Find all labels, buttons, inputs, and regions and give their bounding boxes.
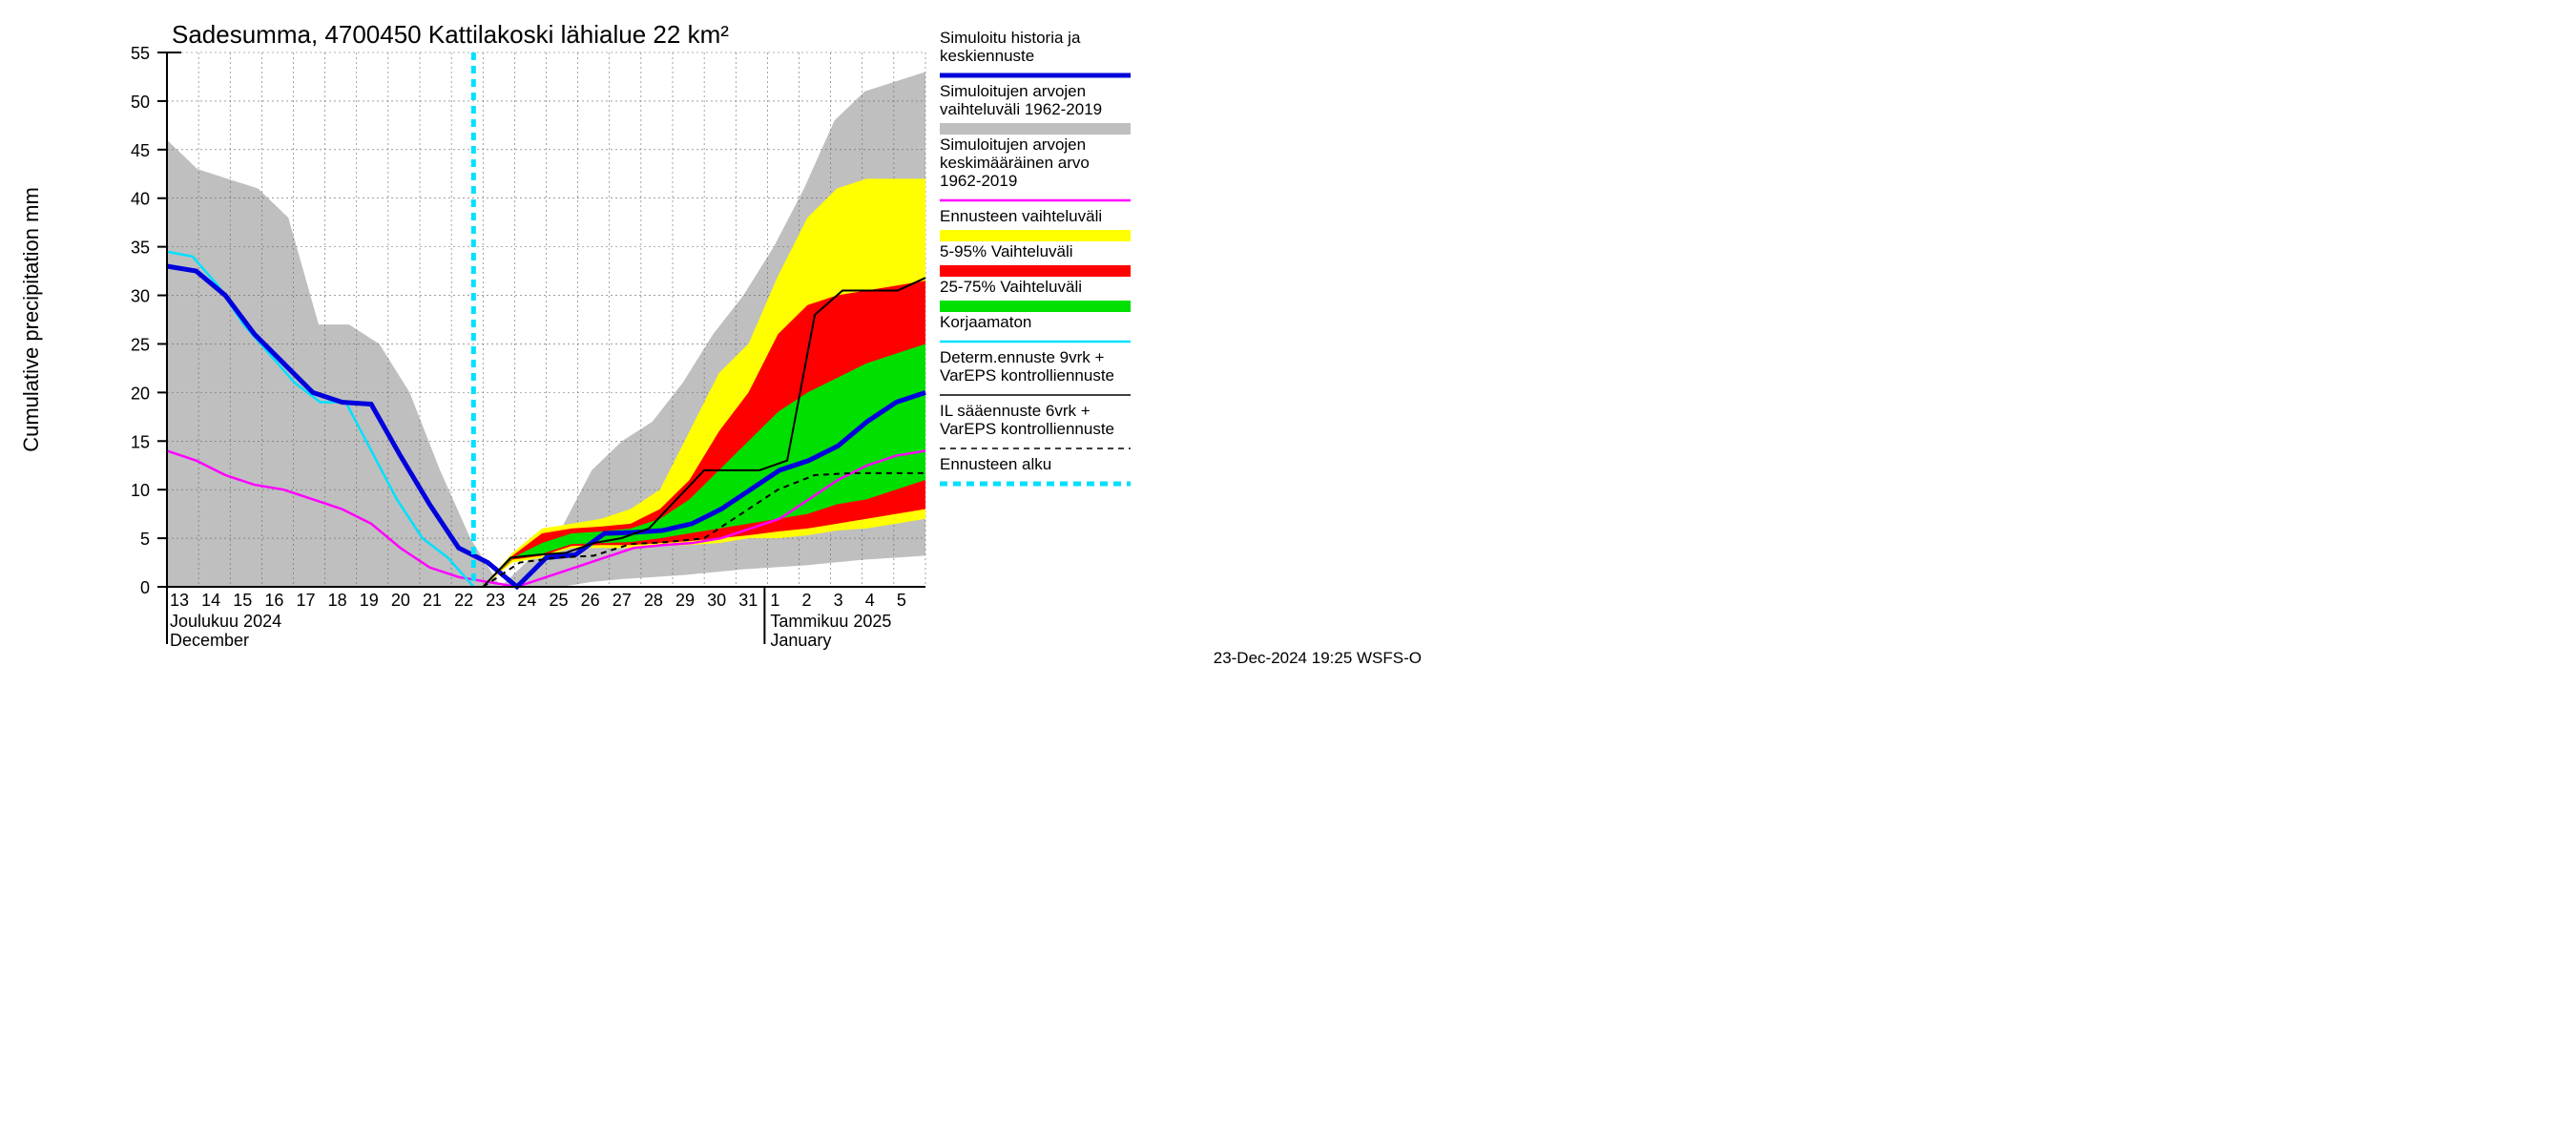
- legend-label: Simuloitujen arvojen: [940, 135, 1086, 154]
- month-label-top: Joulukuu 2024: [170, 612, 281, 631]
- x-tick-label: 23: [486, 591, 505, 610]
- x-tick-label: 1: [770, 591, 779, 610]
- legend-swatch: [940, 301, 1131, 312]
- x-tick-label: 24: [517, 591, 536, 610]
- y-tick-label: 50: [131, 93, 150, 112]
- y-tick-label: 45: [131, 141, 150, 160]
- y-tick-label: 30: [131, 287, 150, 306]
- y-tick-label: 5: [140, 530, 150, 549]
- x-tick-label: 5: [897, 591, 906, 610]
- legend-label: 1962-2019: [940, 172, 1017, 190]
- x-tick-label: 2: [802, 591, 812, 610]
- legend-label: VarEPS kontrolliennuste: [940, 366, 1114, 385]
- x-tick-label: 3: [834, 591, 843, 610]
- legend-label: Determ.ennuste 9vrk +: [940, 348, 1105, 366]
- legend-label: Ennusteen alku: [940, 455, 1051, 473]
- x-tick-label: 15: [233, 591, 252, 610]
- y-tick-label: 55: [131, 44, 150, 63]
- x-tick-label: 20: [391, 591, 410, 610]
- x-tick-label: 31: [738, 591, 758, 610]
- legend-label: VarEPS kontrolliennuste: [940, 420, 1114, 438]
- y-tick-label: 35: [131, 239, 150, 258]
- legend-label: Simuloitujen arvojen: [940, 82, 1086, 100]
- legend-swatch: [940, 265, 1131, 277]
- x-tick-label: 21: [423, 591, 442, 610]
- y-tick-label: 10: [131, 481, 150, 500]
- x-tick-label: 30: [707, 591, 726, 610]
- legend-label: IL sääennuste 6vrk +: [940, 402, 1091, 420]
- chart-container: 0510152025303540455055131415161718192021…: [0, 0, 1431, 668]
- forecast-chart: 0510152025303540455055131415161718192021…: [0, 0, 1431, 668]
- month-label-bottom: December: [170, 631, 249, 650]
- x-tick-label: 13: [170, 591, 189, 610]
- chart-footer: 23-Dec-2024 19:25 WSFS-O: [1214, 649, 1422, 667]
- x-tick-label: 25: [550, 591, 569, 610]
- legend-label: Simuloitu historia ja: [940, 29, 1081, 47]
- legend-swatch: [940, 123, 1131, 135]
- legend-label: Ennusteen vaihteluväli: [940, 207, 1102, 225]
- x-tick-label: 28: [644, 591, 663, 610]
- x-tick-label: 4: [865, 591, 875, 610]
- x-tick-label: 29: [675, 591, 695, 610]
- x-tick-label: 17: [297, 591, 316, 610]
- x-tick-label: 18: [328, 591, 347, 610]
- x-tick-label: 19: [360, 591, 379, 610]
- x-tick-label: 14: [201, 591, 220, 610]
- legend-swatch: [940, 230, 1131, 241]
- x-tick-label: 27: [613, 591, 632, 610]
- chart-title: Sadesumma, 4700450 Kattilakoski lähialue…: [172, 20, 729, 49]
- legend-label: keskimääräinen arvo: [940, 154, 1090, 172]
- legend-label: 25-75% Vaihteluväli: [940, 278, 1082, 296]
- y-tick-label: 40: [131, 190, 150, 209]
- x-tick-label: 26: [581, 591, 600, 610]
- legend-label: keskiennuste: [940, 47, 1034, 65]
- month-label-bottom: January: [770, 631, 831, 650]
- y-tick-label: 0: [140, 578, 150, 597]
- x-tick-label: 22: [454, 591, 473, 610]
- legend-label: 5-95% Vaihteluväli: [940, 242, 1073, 260]
- y-axis-label: Cumulative precipitation mm: [19, 187, 43, 452]
- legend-label: vaihteluväli 1962-2019: [940, 100, 1102, 118]
- y-tick-label: 20: [131, 384, 150, 403]
- y-tick-label: 25: [131, 335, 150, 354]
- month-label-top: Tammikuu 2025: [770, 612, 891, 631]
- x-tick-label: 16: [264, 591, 283, 610]
- legend-label: Korjaamaton: [940, 313, 1031, 331]
- y-tick-label: 15: [131, 432, 150, 451]
